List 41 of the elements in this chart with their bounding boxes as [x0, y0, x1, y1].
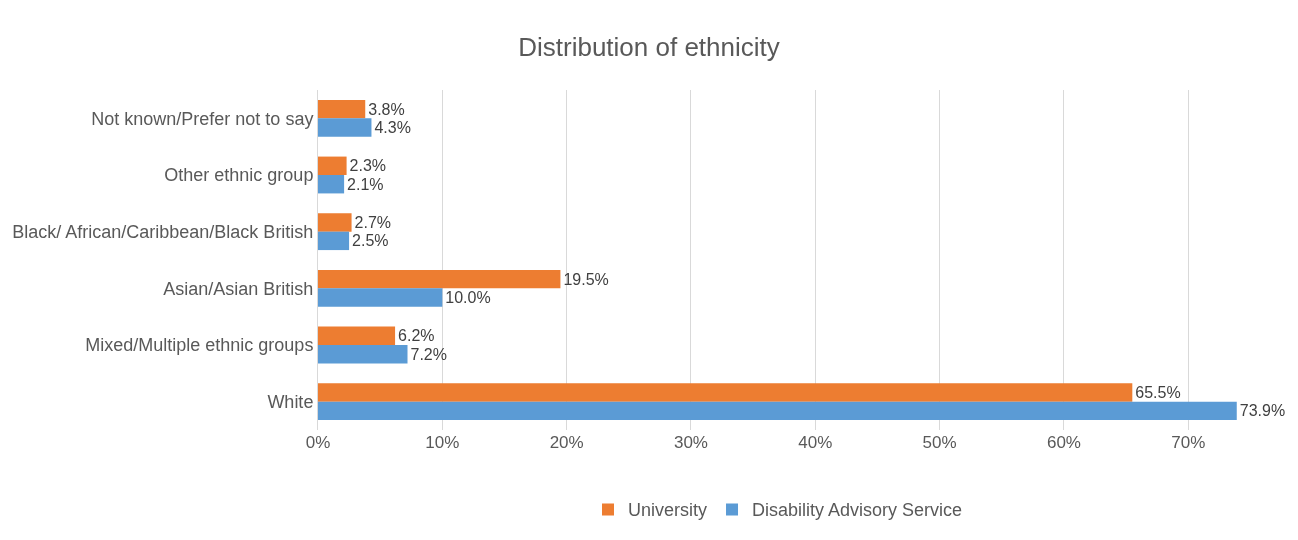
y-tick-label: Not known/Prefer not to say — [91, 108, 314, 129]
data-label: 3.8% — [368, 100, 405, 118]
x-tick-label: 20% — [549, 433, 584, 452]
x-tick-label: 60% — [1046, 433, 1081, 452]
bar — [318, 383, 1133, 402]
data-label: 19.5% — [563, 270, 609, 288]
bar — [318, 231, 350, 251]
y-tick-label: Mixed/Multiple ethnic groups — [85, 335, 314, 356]
y-tick-label: White — [267, 391, 314, 412]
bar — [318, 269, 561, 289]
data-label: 2.7% — [354, 213, 392, 231]
bar — [318, 345, 408, 364]
legend-label: Disability Advisory Service — [752, 500, 963, 521]
data-label: 7.2% — [410, 345, 447, 363]
x-tick-label: 40% — [798, 433, 833, 452]
bar — [318, 213, 352, 232]
data-label: 4.3% — [374, 119, 411, 137]
data-label: 73.9% — [1239, 402, 1286, 420]
bar — [318, 326, 396, 345]
bar — [318, 175, 345, 194]
legend-label: University — [628, 500, 708, 521]
data-label: 2.3% — [349, 157, 387, 175]
bar — [318, 288, 443, 307]
bar — [318, 118, 372, 137]
x-tick-label: 0% — [305, 433, 331, 452]
data-label: 65.5% — [1135, 383, 1181, 401]
bar — [318, 156, 347, 175]
data-label: 10.0% — [445, 289, 491, 307]
y-tick-label: Other ethnic group — [164, 165, 314, 186]
bar — [318, 401, 1237, 421]
x-tick-label: 70% — [1171, 433, 1206, 452]
data-label: 2.1% — [347, 175, 384, 193]
bar — [318, 99, 366, 119]
x-tick-label: 50% — [922, 433, 957, 452]
chart-title: Distribution of ethnicity — [518, 32, 780, 62]
y-tick-label: Black/ African/Caribbean/Black British — [12, 221, 314, 242]
x-tick-label: 30% — [673, 433, 708, 452]
x-tick-label: 10% — [425, 433, 460, 452]
y-tick-label: Asian/Asian British — [163, 278, 314, 299]
data-label: 2.5% — [352, 232, 389, 250]
data-label: 6.2% — [398, 327, 435, 345]
